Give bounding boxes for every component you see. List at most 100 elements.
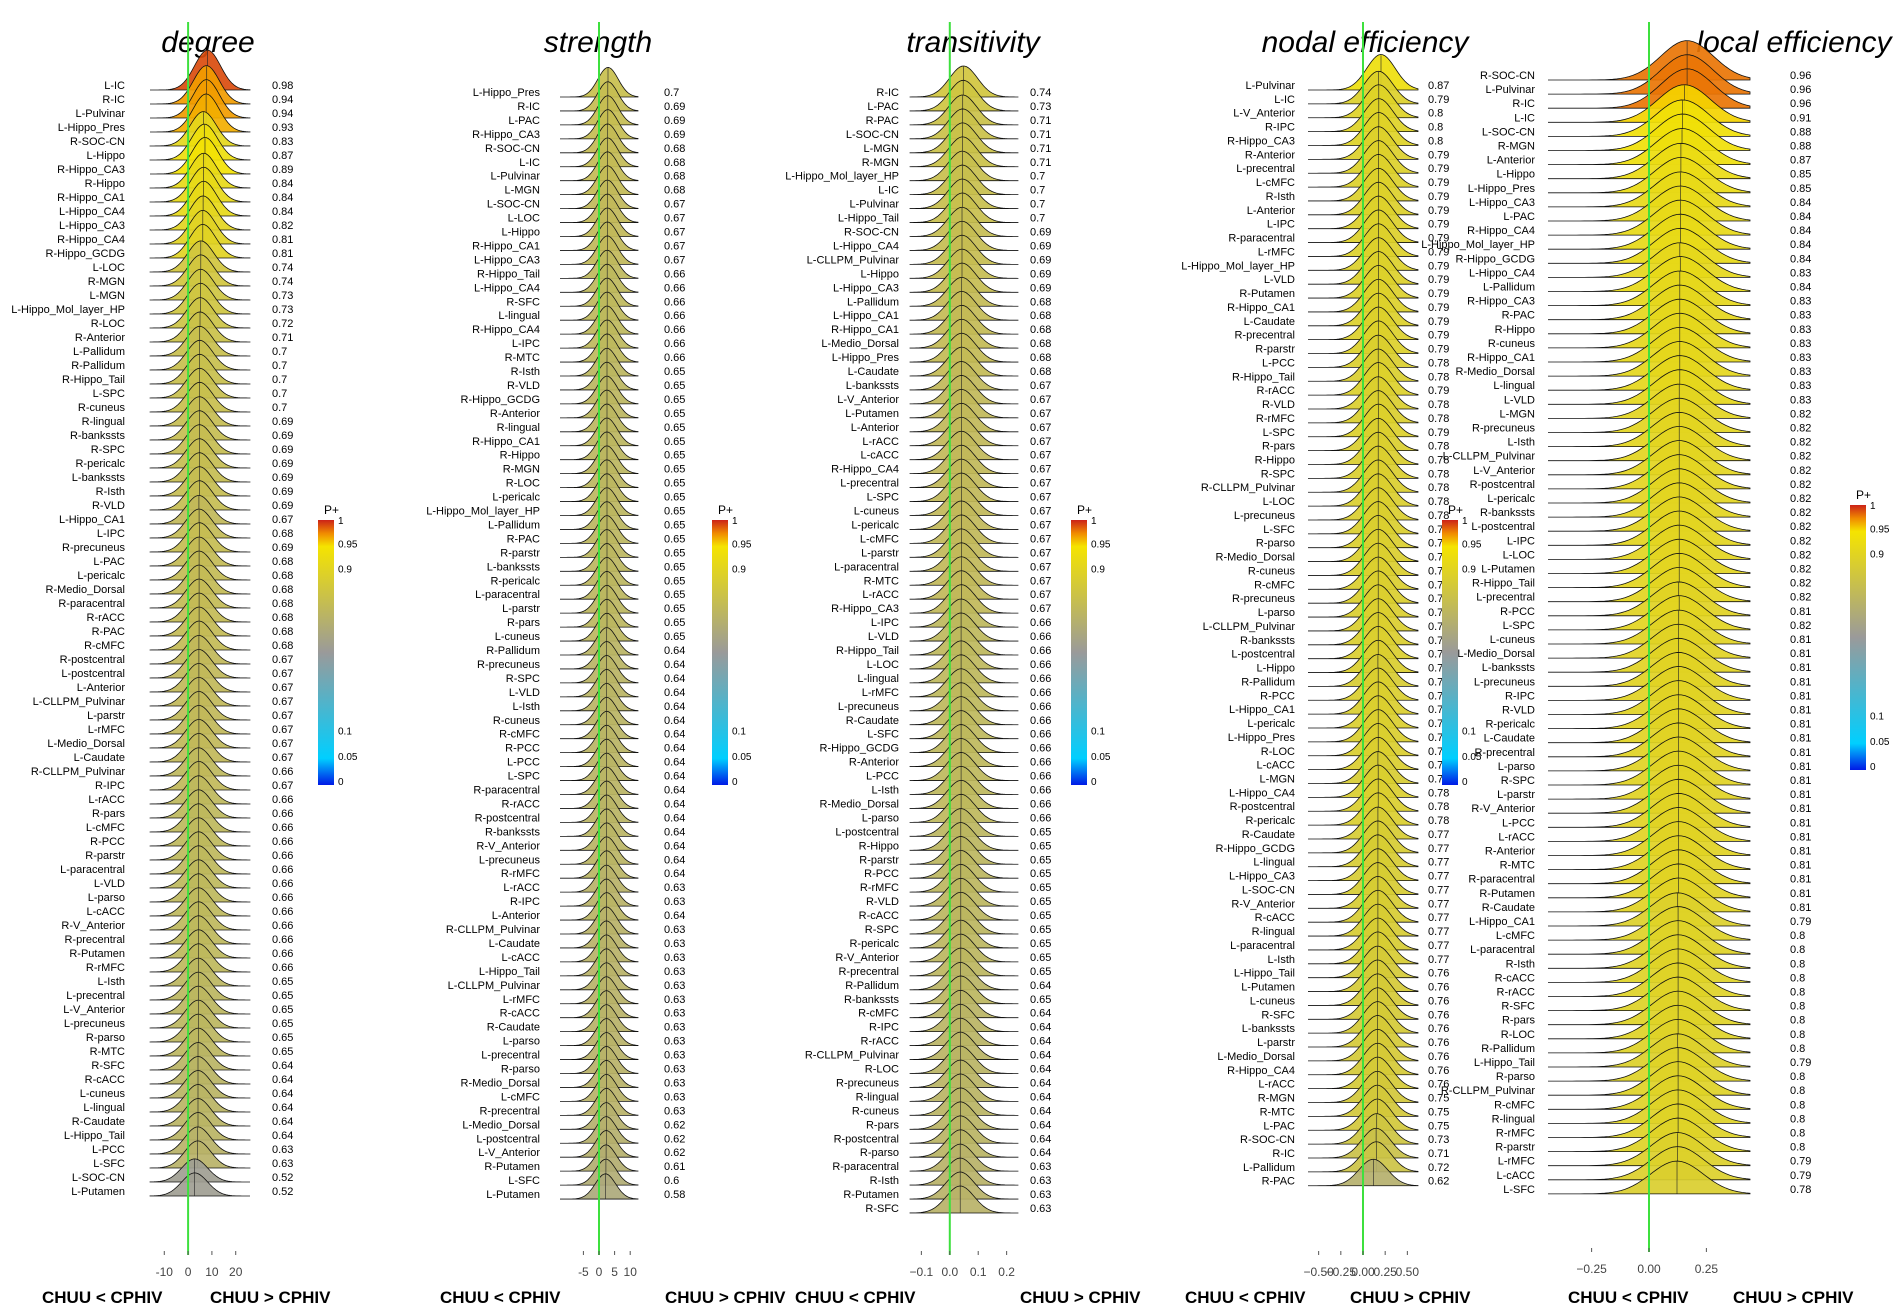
p-value-label: 0.68 (1030, 310, 1051, 322)
region-label: R-VLD (1262, 399, 1295, 411)
p-value-label: 0.73 (272, 304, 293, 316)
p-value-label: 0.66 (1030, 743, 1051, 755)
p-value-label: 0.83 (1790, 324, 1811, 336)
p-value-label: 0.79 (1428, 149, 1449, 161)
p-value-label: 0.8 (1428, 108, 1443, 120)
x-label-right: CHUU > CPHIV (1350, 1288, 1471, 1307)
p-plus-legend: P+1 0.95 0.9 0.1 0.05 0 (712, 503, 752, 788)
p-value-label: 0.65 (1030, 952, 1051, 964)
p-value-label: 0.96 (1790, 70, 1811, 82)
region-label: L-parso (1498, 761, 1535, 773)
region-label: L-Medio_Dorsal (821, 338, 899, 350)
p-value-label: 0.67 (664, 213, 685, 225)
p-value-label: 0.77 (1428, 926, 1449, 938)
p-value-label: 0.79 (1428, 302, 1449, 314)
p-value-label: 0.81 (1790, 690, 1811, 702)
region-label: R-PCC (90, 836, 125, 848)
p-value-label: 0.73 (1428, 1134, 1449, 1146)
p-value-label: 0.83 (272, 136, 293, 148)
region-label: L-Pallidum (1243, 1162, 1295, 1174)
ridge-density (909, 779, 1019, 809)
p-value-label: 0.64 (664, 729, 685, 741)
p-value-label: 0.77 (1428, 857, 1449, 869)
p-value-label: 0.69 (664, 101, 685, 113)
region-label: R-Isth (1266, 191, 1295, 203)
p-value-label: 0.67 (272, 682, 293, 694)
region-label: L-Hippo_CA3 (59, 220, 125, 232)
region-label: R-precentral (64, 934, 125, 946)
region-label: R-pars (1502, 1015, 1536, 1027)
x-label-left: CHUU < CPHIV (795, 1288, 916, 1307)
region-label: R-Medio_Dorsal (461, 1077, 540, 1089)
region-label: L-rACC (503, 882, 540, 894)
region-label: R-CLLPM_Pulvinar (31, 766, 125, 778)
region-label: L-Caudate (1484, 733, 1535, 745)
panel-title: local efficiency (1696, 26, 1893, 59)
p-value-label: 0.81 (1790, 705, 1811, 717)
region-label: L-parstr (87, 710, 125, 722)
x-tick-label: 0.1 (970, 1265, 987, 1279)
p-value-label: 0.84 (1790, 211, 1811, 223)
region-label: R-MGN (88, 276, 125, 288)
p-value-label: 0.83 (1790, 380, 1811, 392)
p-value-label: 0.64 (664, 771, 685, 783)
ridge-density (149, 1172, 251, 1197)
region-label: R-postcentral (1470, 479, 1535, 491)
region-label: R-rMFC (86, 962, 125, 974)
region-label: R-paracentral (832, 1161, 899, 1173)
ridge-density (909, 1073, 1019, 1102)
region-label: L-Hippo_Pres (1468, 183, 1536, 195)
p-value-label: 0.63 (664, 924, 685, 936)
region-label: L-Hippo_CA3 (1469, 197, 1535, 209)
x-tick-label: 0 (185, 1265, 192, 1279)
region-label: R-pericalc (490, 575, 540, 587)
p-value-label: 0.82 (1790, 564, 1811, 576)
p-value-label: 0.84 (272, 178, 293, 190)
ridge-density (909, 891, 1019, 921)
p-value-label: 0.65 (272, 976, 293, 988)
region-label: L-Isth (871, 785, 899, 797)
p-value-label: 0.88 (1790, 126, 1811, 138)
p-value-label: 0.65 (1030, 840, 1051, 852)
region-label: L-Medio_Dorsal (1457, 648, 1535, 660)
region-label: R-Medio_Dorsal (1216, 552, 1295, 564)
x-tick-label: 10 (624, 1265, 638, 1279)
region-label: R-pars (507, 617, 541, 629)
region-label: R-pars (866, 1119, 900, 1131)
region-label: L-SOC-CN (1482, 126, 1535, 138)
p-value-label: 0.67 (1030, 394, 1051, 406)
p-value-label: 0.64 (1030, 980, 1051, 992)
p-value-label: 0.67 (272, 752, 293, 764)
region-label: R-postcentral (60, 654, 125, 666)
region-label: L-postcentral (61, 668, 125, 680)
p-value-label: 0.61 (664, 1161, 685, 1173)
p-value-label: 0.82 (1790, 437, 1811, 449)
region-label: R-MTC (1500, 860, 1535, 872)
region-label: L-IC (878, 185, 899, 197)
region-label: R-CLLPM_Pulvinar (446, 924, 540, 936)
ridge-density (909, 766, 1019, 795)
region-label: R-Hippo_CA3 (831, 603, 899, 615)
region-label: R-bankssts (1480, 507, 1536, 519)
p-value-label: 0.64 (664, 659, 685, 671)
region-label: L-Pallidum (73, 346, 125, 358)
region-label: L-Hippo_Pres (1228, 732, 1296, 744)
region-label: R-Anterior (849, 757, 899, 769)
p-value-label: 0.73 (1030, 101, 1051, 113)
region-label: L-Medio_Dorsal (1217, 1051, 1295, 1063)
p-value-label: 0.77 (1428, 885, 1449, 897)
region-label: R-rMFC (1256, 413, 1295, 425)
region-label: L-IC (1514, 112, 1535, 124)
region-label: L-Putamen (71, 1186, 125, 1198)
p-value-label: 0.65 (1030, 826, 1051, 838)
p-value-label: 0.67 (1030, 547, 1051, 559)
region-label: R-V_Anterior (61, 920, 125, 932)
region-label: R-cMFC (1254, 579, 1295, 591)
region-label: R-Anterior (1245, 149, 1295, 161)
p-value-label: 0.66 (664, 310, 685, 322)
region-label: L-Hippo_CA4 (1469, 267, 1535, 279)
region-label: R-Hippo_CA4 (57, 234, 125, 246)
p-value-label: 0.8 (1790, 1029, 1805, 1041)
ridge-density (149, 1070, 251, 1099)
